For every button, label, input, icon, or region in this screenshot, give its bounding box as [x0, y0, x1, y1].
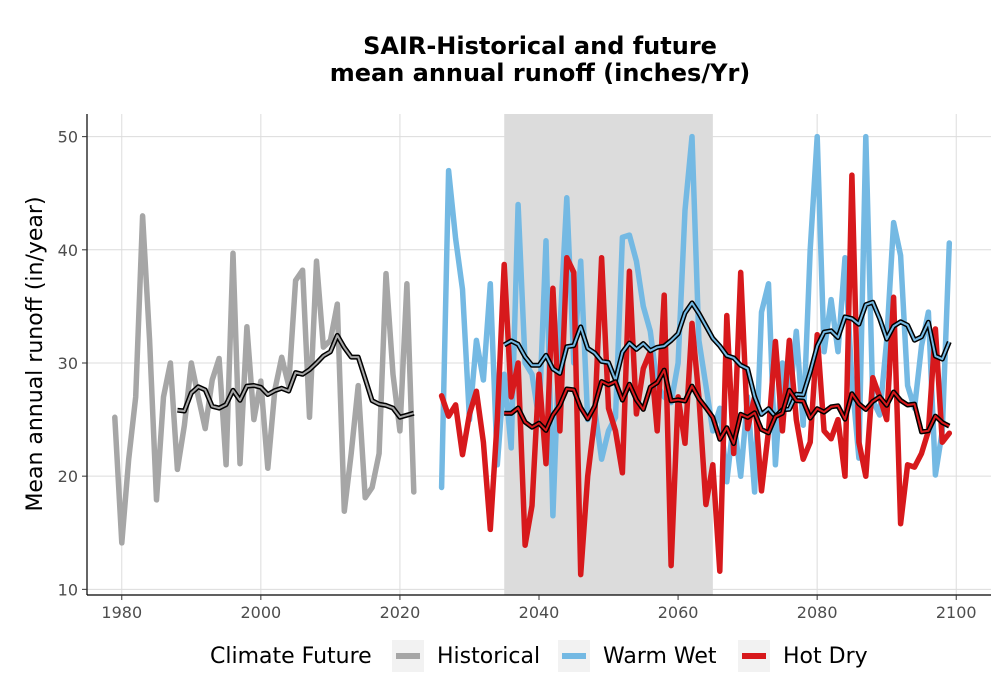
x-tick-label: 1980 — [101, 603, 142, 622]
x-ticks: 1980 2000 2020 2040 2060 2080 2100 — [101, 595, 977, 622]
series-line-hot-dry — [438, 172, 953, 578]
x-tick-label: 2020 — [380, 603, 421, 622]
y-tick-label: 10 — [58, 580, 78, 599]
chart-title-line-1: SAIR-Historical and future — [363, 32, 717, 60]
legend-label-warm-wet: Warm Wet — [603, 644, 717, 669]
moving-average-line-warm-wet — [503, 301, 951, 418]
legend-items: Historical Warm Wet Hot Dry — [392, 640, 868, 672]
y-tick-label: 50 — [58, 128, 78, 147]
x-tick-label: 2060 — [658, 603, 699, 622]
y-tick-label: 20 — [58, 467, 78, 486]
y-axis-title: Mean annual runoff (in/year) — [23, 196, 48, 511]
legend: Climate Future Historical Warm Wet Hot Dry — [210, 640, 868, 672]
y-tick-label: 40 — [58, 241, 78, 260]
series-lines — [112, 133, 953, 578]
legend-label-historical: Historical — [437, 644, 540, 669]
x-tick-label: 2000 — [240, 603, 281, 622]
series-line-warm-wet — [438, 133, 953, 519]
y-ticks: 10 20 30 40 50 — [58, 128, 87, 599]
x-tick-label: 2040 — [519, 603, 560, 622]
moving-average-line-historical — [177, 334, 415, 419]
y-tick-label: 30 — [58, 354, 78, 373]
moving-average-lines — [177, 299, 952, 447]
chart-title-line-2: mean annual runoff (inches/Yr) — [330, 59, 751, 87]
x-tick-label: 2100 — [936, 603, 977, 622]
moving-average-line-hot-dry — [504, 369, 950, 445]
series-line-historical — [112, 213, 417, 546]
x-tick-label: 2080 — [797, 603, 838, 622]
plot-area: 1980 2000 2020 2040 2060 2080 2100 10 20 30 40 50 — [58, 114, 991, 622]
legend-label-hot-dry: Hot Dry — [783, 644, 868, 669]
legend-title: Climate Future — [210, 644, 372, 669]
